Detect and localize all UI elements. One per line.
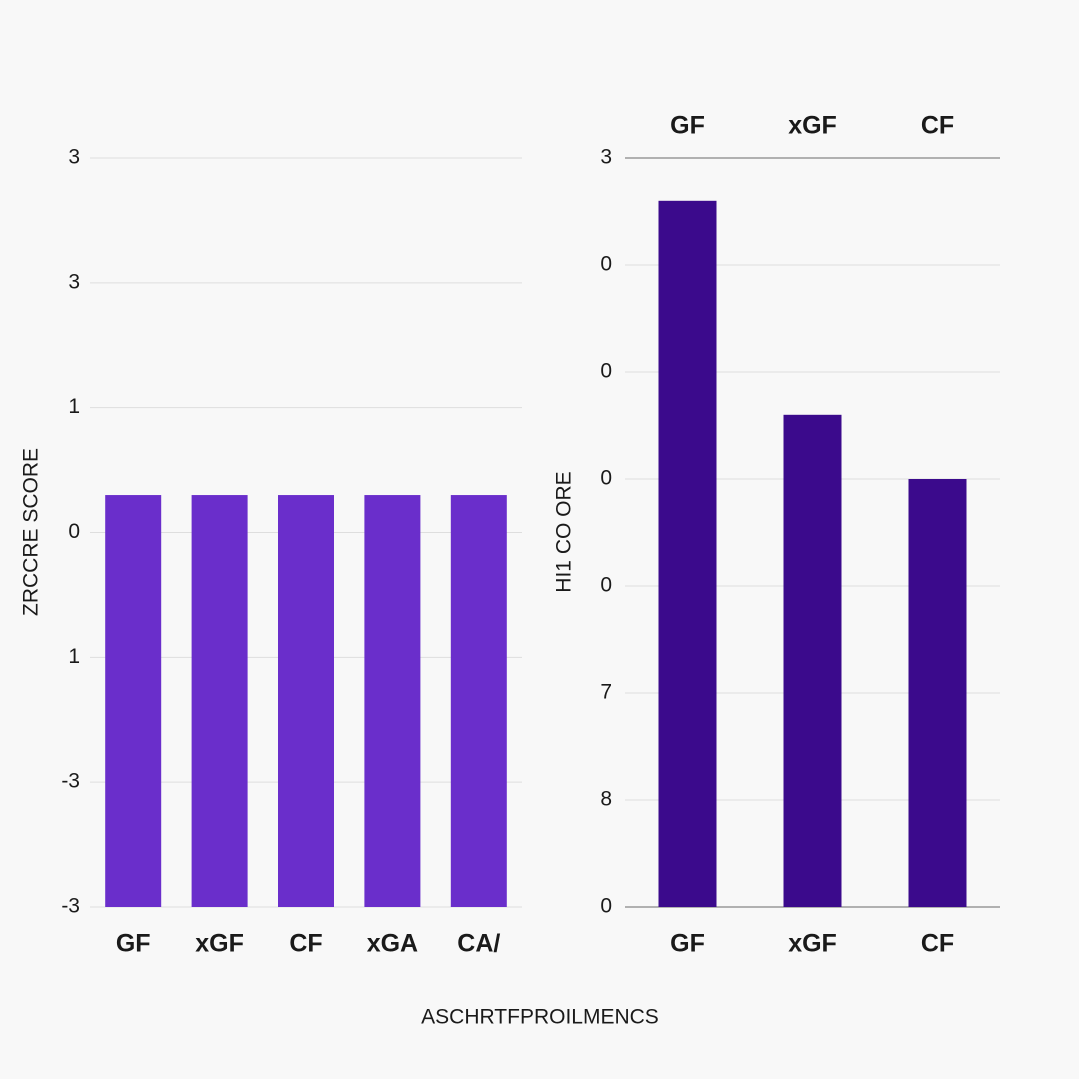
bar [450,495,507,907]
y-axis-title: ZRCCRE SCORE [20,448,43,616]
bar [278,495,334,907]
y-tick-label: -3 [61,895,80,918]
y-tick-label: 0 [600,467,612,490]
x-tick-label-top: CF [921,112,954,140]
x-tick-label-top: GF [670,112,705,140]
bar [908,479,967,907]
x-axis-title: ASCHRTFPROILMENCS [421,1006,659,1029]
x-tick-label: xGF [788,930,837,958]
y-tick-label: 3 [600,146,612,169]
y-tick-label: 0 [68,520,80,543]
bar [191,495,248,907]
x-tick-label-top: xGF [788,112,837,140]
x-tick-label: CA/ [457,930,500,958]
y-tick-label: 0 [600,574,612,597]
y-tick-label: 3 [68,270,80,293]
bar [658,200,717,908]
y-axis-title: HI1 CO ORE [553,471,576,592]
bar [783,414,842,907]
bar [105,495,162,907]
y-tick-label: 7 [600,681,612,704]
x-tick-label: CF [289,930,322,958]
x-tick-label: xGF [195,930,244,958]
y-tick-label: 0 [600,253,612,276]
x-tick-label: GF [670,930,705,958]
y-tick-label: 3 [68,146,80,169]
x-tick-label: CF [921,930,954,958]
y-tick-label: 1 [68,645,80,668]
x-tick-label: GF [116,930,151,958]
x-tick-label: xGA [367,930,418,958]
bar [364,495,421,907]
y-tick-label: 1 [68,395,80,418]
y-tick-label: 0 [600,360,612,383]
y-tick-label: 0 [600,895,612,918]
y-tick-label: -3 [61,770,80,793]
y-tick-label: 8 [600,788,612,811]
